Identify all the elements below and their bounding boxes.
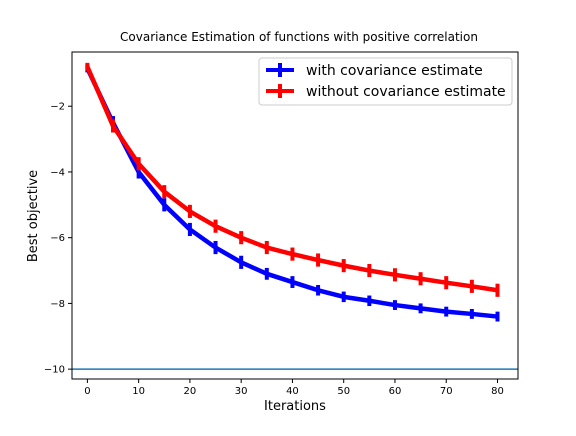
- series-without-covariance: [85, 62, 500, 297]
- y-tick-label: −2: [50, 102, 65, 113]
- x-tick-label: 40: [286, 386, 299, 397]
- y-tick-label: −10: [44, 365, 65, 376]
- axes-frame: [71, 51, 519, 380]
- x-tick-label: 0: [84, 386, 90, 397]
- x-tick-label: 50: [337, 386, 350, 397]
- plot-area: [72, 62, 518, 370]
- series-with-covariance: [85, 64, 500, 322]
- legend-entry-without-covariance: without covariance estimate: [266, 84, 506, 100]
- x-tick-label: 10: [132, 386, 145, 397]
- y-tick-label: −4: [50, 167, 65, 178]
- x-axis: 0 10 20 30 40 50 60 70 80: [84, 379, 504, 397]
- x-tick-label: 20: [184, 386, 197, 397]
- y-tick-label: −8: [50, 299, 65, 310]
- x-tick-label: 80: [491, 386, 504, 397]
- x-tick-label: 60: [389, 386, 402, 397]
- x-axis-title: Iterations: [264, 399, 326, 414]
- x-tick-label: 30: [235, 386, 248, 397]
- y-axis-title: Best objective: [26, 170, 41, 262]
- x-tick-label: 70: [440, 386, 453, 397]
- legend-label-without-covariance: without covariance estimate: [306, 84, 506, 100]
- legend-entry-with-covariance: with covariance estimate: [266, 63, 483, 79]
- chart-title: Covariance Estimation of functions with …: [120, 30, 478, 44]
- y-axis: −10 −8 −6 −4 −2: [44, 102, 72, 376]
- legend-label-with-covariance: with covariance estimate: [306, 63, 483, 79]
- legend-box: [258, 57, 513, 106]
- y-tick-label: −6: [50, 233, 65, 244]
- legend: with covariance estimate without covaria…: [258, 57, 513, 106]
